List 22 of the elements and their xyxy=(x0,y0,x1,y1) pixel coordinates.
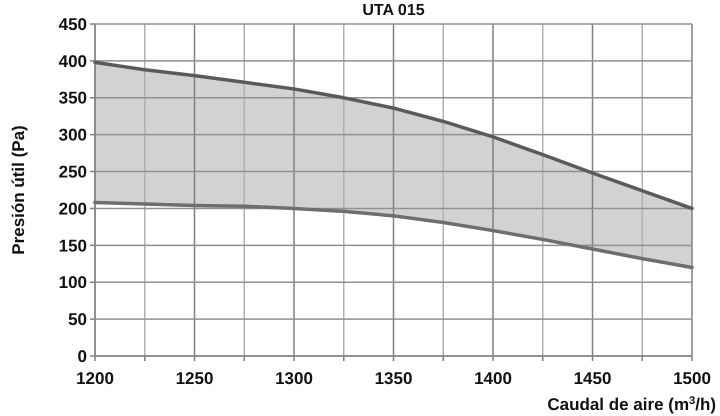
y-tick-label: 150 xyxy=(58,236,87,256)
x-tick-label: 1500 xyxy=(673,369,711,388)
x-axis-title: Caudal de aire (m$^{3}$/h) xyxy=(547,395,716,414)
x-tick-label: 1400 xyxy=(474,369,512,388)
x-tick-label: 1300 xyxy=(275,369,313,388)
y-tick-label: 0 xyxy=(78,346,87,366)
y-tick-label: 100 xyxy=(58,273,87,292)
x-tick-label: 1350 xyxy=(374,369,412,388)
line-series xyxy=(93,200,694,270)
x-tick-label: 1250 xyxy=(176,369,214,388)
y-tick-label: 350 xyxy=(58,88,87,108)
x-tick-label: 1200 xyxy=(76,369,114,388)
line-series xyxy=(93,60,694,210)
y-tick-label: 50 xyxy=(68,310,87,330)
y-tick-label: 450 xyxy=(58,14,87,34)
y-axis-title: Presión útil (Pa) xyxy=(9,125,28,255)
chart-title: UTA 015 xyxy=(362,2,425,19)
y-tick-label: 200 xyxy=(58,199,87,218)
y-tick-label: 400 xyxy=(58,52,87,71)
y-tick-label: 300 xyxy=(58,126,87,145)
y-tick-label: 250 xyxy=(58,162,87,182)
x-tick-label: 1450 xyxy=(574,369,612,388)
